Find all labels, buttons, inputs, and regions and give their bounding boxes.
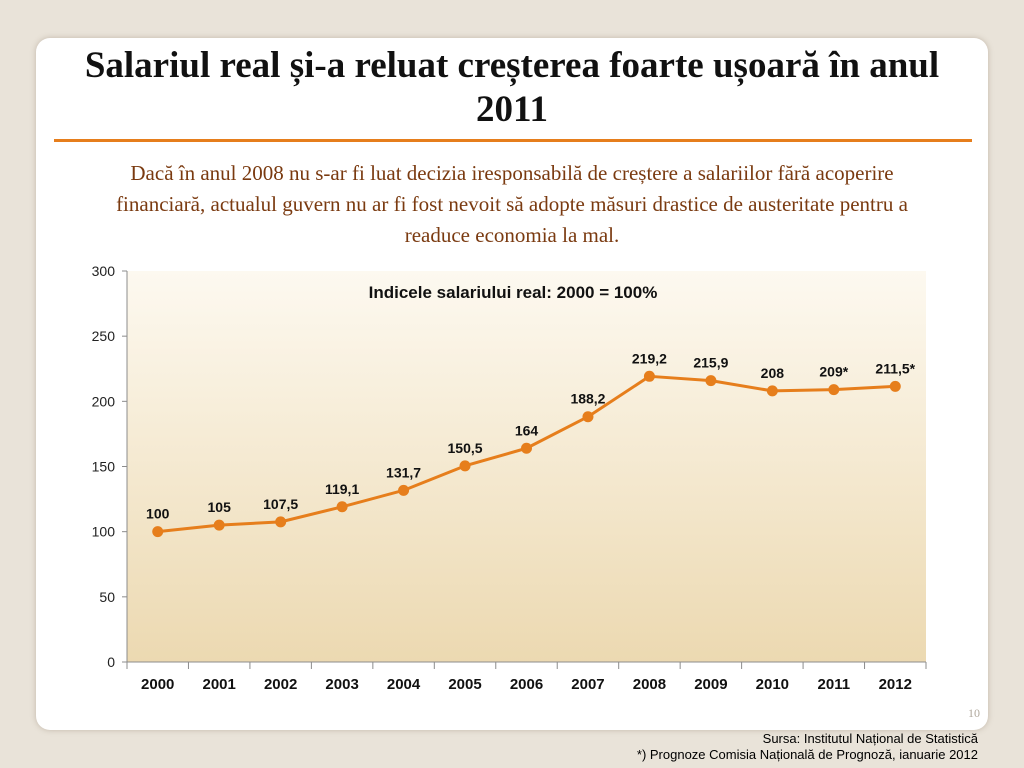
data-label: 100 <box>146 506 170 522</box>
data-label: 211,5* <box>875 360 915 376</box>
x-tick-label: 2000 <box>141 676 174 693</box>
data-label: 188,2 <box>570 391 605 407</box>
data-point <box>643 370 655 382</box>
data-point <box>459 460 471 472</box>
data-label: 107,5 <box>263 496 298 512</box>
data-point <box>152 526 164 538</box>
x-tick-label: 2005 <box>448 676 481 693</box>
x-tick-label: 2011 <box>818 676 851 693</box>
x-tick-label: 2004 <box>387 676 421 693</box>
title-divider <box>54 139 972 142</box>
slide-subtitle: Dacă în anul 2008 nu s-ar fi luat decizi… <box>116 161 908 247</box>
x-tick-label: 2003 <box>325 676 358 693</box>
data-label: 208 <box>761 365 785 381</box>
data-point <box>889 380 901 392</box>
data-label: 119,1 <box>325 481 359 497</box>
page-number: 10 <box>968 706 980 720</box>
y-tick-label: 50 <box>99 589 115 605</box>
data-point <box>336 501 348 513</box>
data-point <box>766 385 778 397</box>
data-point <box>828 384 840 396</box>
data-label: 219,2 <box>632 350 667 366</box>
data-point <box>275 516 287 528</box>
data-label: 164 <box>515 422 539 438</box>
x-tick-label: 2010 <box>756 676 789 693</box>
slide-title: Salariul real și-a reluat creșterea foar… <box>84 45 940 130</box>
y-tick-label: 150 <box>92 459 116 475</box>
plot-area <box>127 271 926 662</box>
data-point <box>705 375 717 387</box>
x-tick-label: 2007 <box>571 676 604 693</box>
x-tick-label: 2012 <box>879 676 912 693</box>
x-tick-label: 2006 <box>510 676 543 693</box>
data-label: 105 <box>208 499 232 515</box>
data-label: 150,5 <box>448 440 483 456</box>
data-label: 131,7 <box>386 464 421 480</box>
x-tick-label: 2001 <box>203 676 236 693</box>
y-tick-label: 200 <box>92 393 116 409</box>
data-point <box>398 484 410 496</box>
forecast-note: *) Prognoze Comisia Națională de Prognoz… <box>636 747 978 762</box>
data-label: 209* <box>819 364 848 380</box>
data-point <box>213 519 225 531</box>
source-note: Sursa: Institutul Național de Statistică… <box>637 731 978 763</box>
y-tick-label: 100 <box>92 524 116 540</box>
x-tick-label: 2002 <box>264 676 297 693</box>
y-tick-label: 300 <box>92 263 116 279</box>
y-tick-label: 250 <box>92 328 116 344</box>
source-line: Sursa: Institutul Național de Statistică <box>762 731 978 746</box>
y-tick-label: 0 <box>107 654 115 670</box>
x-tick-label: 2009 <box>694 676 727 693</box>
data-point <box>521 442 532 454</box>
data-label: 215,9 <box>693 355 728 371</box>
data-point <box>582 411 594 423</box>
x-tick-label: 2008 <box>633 676 666 693</box>
chart-title: Indicele salariului real: 2000 = 100% <box>369 283 658 302</box>
